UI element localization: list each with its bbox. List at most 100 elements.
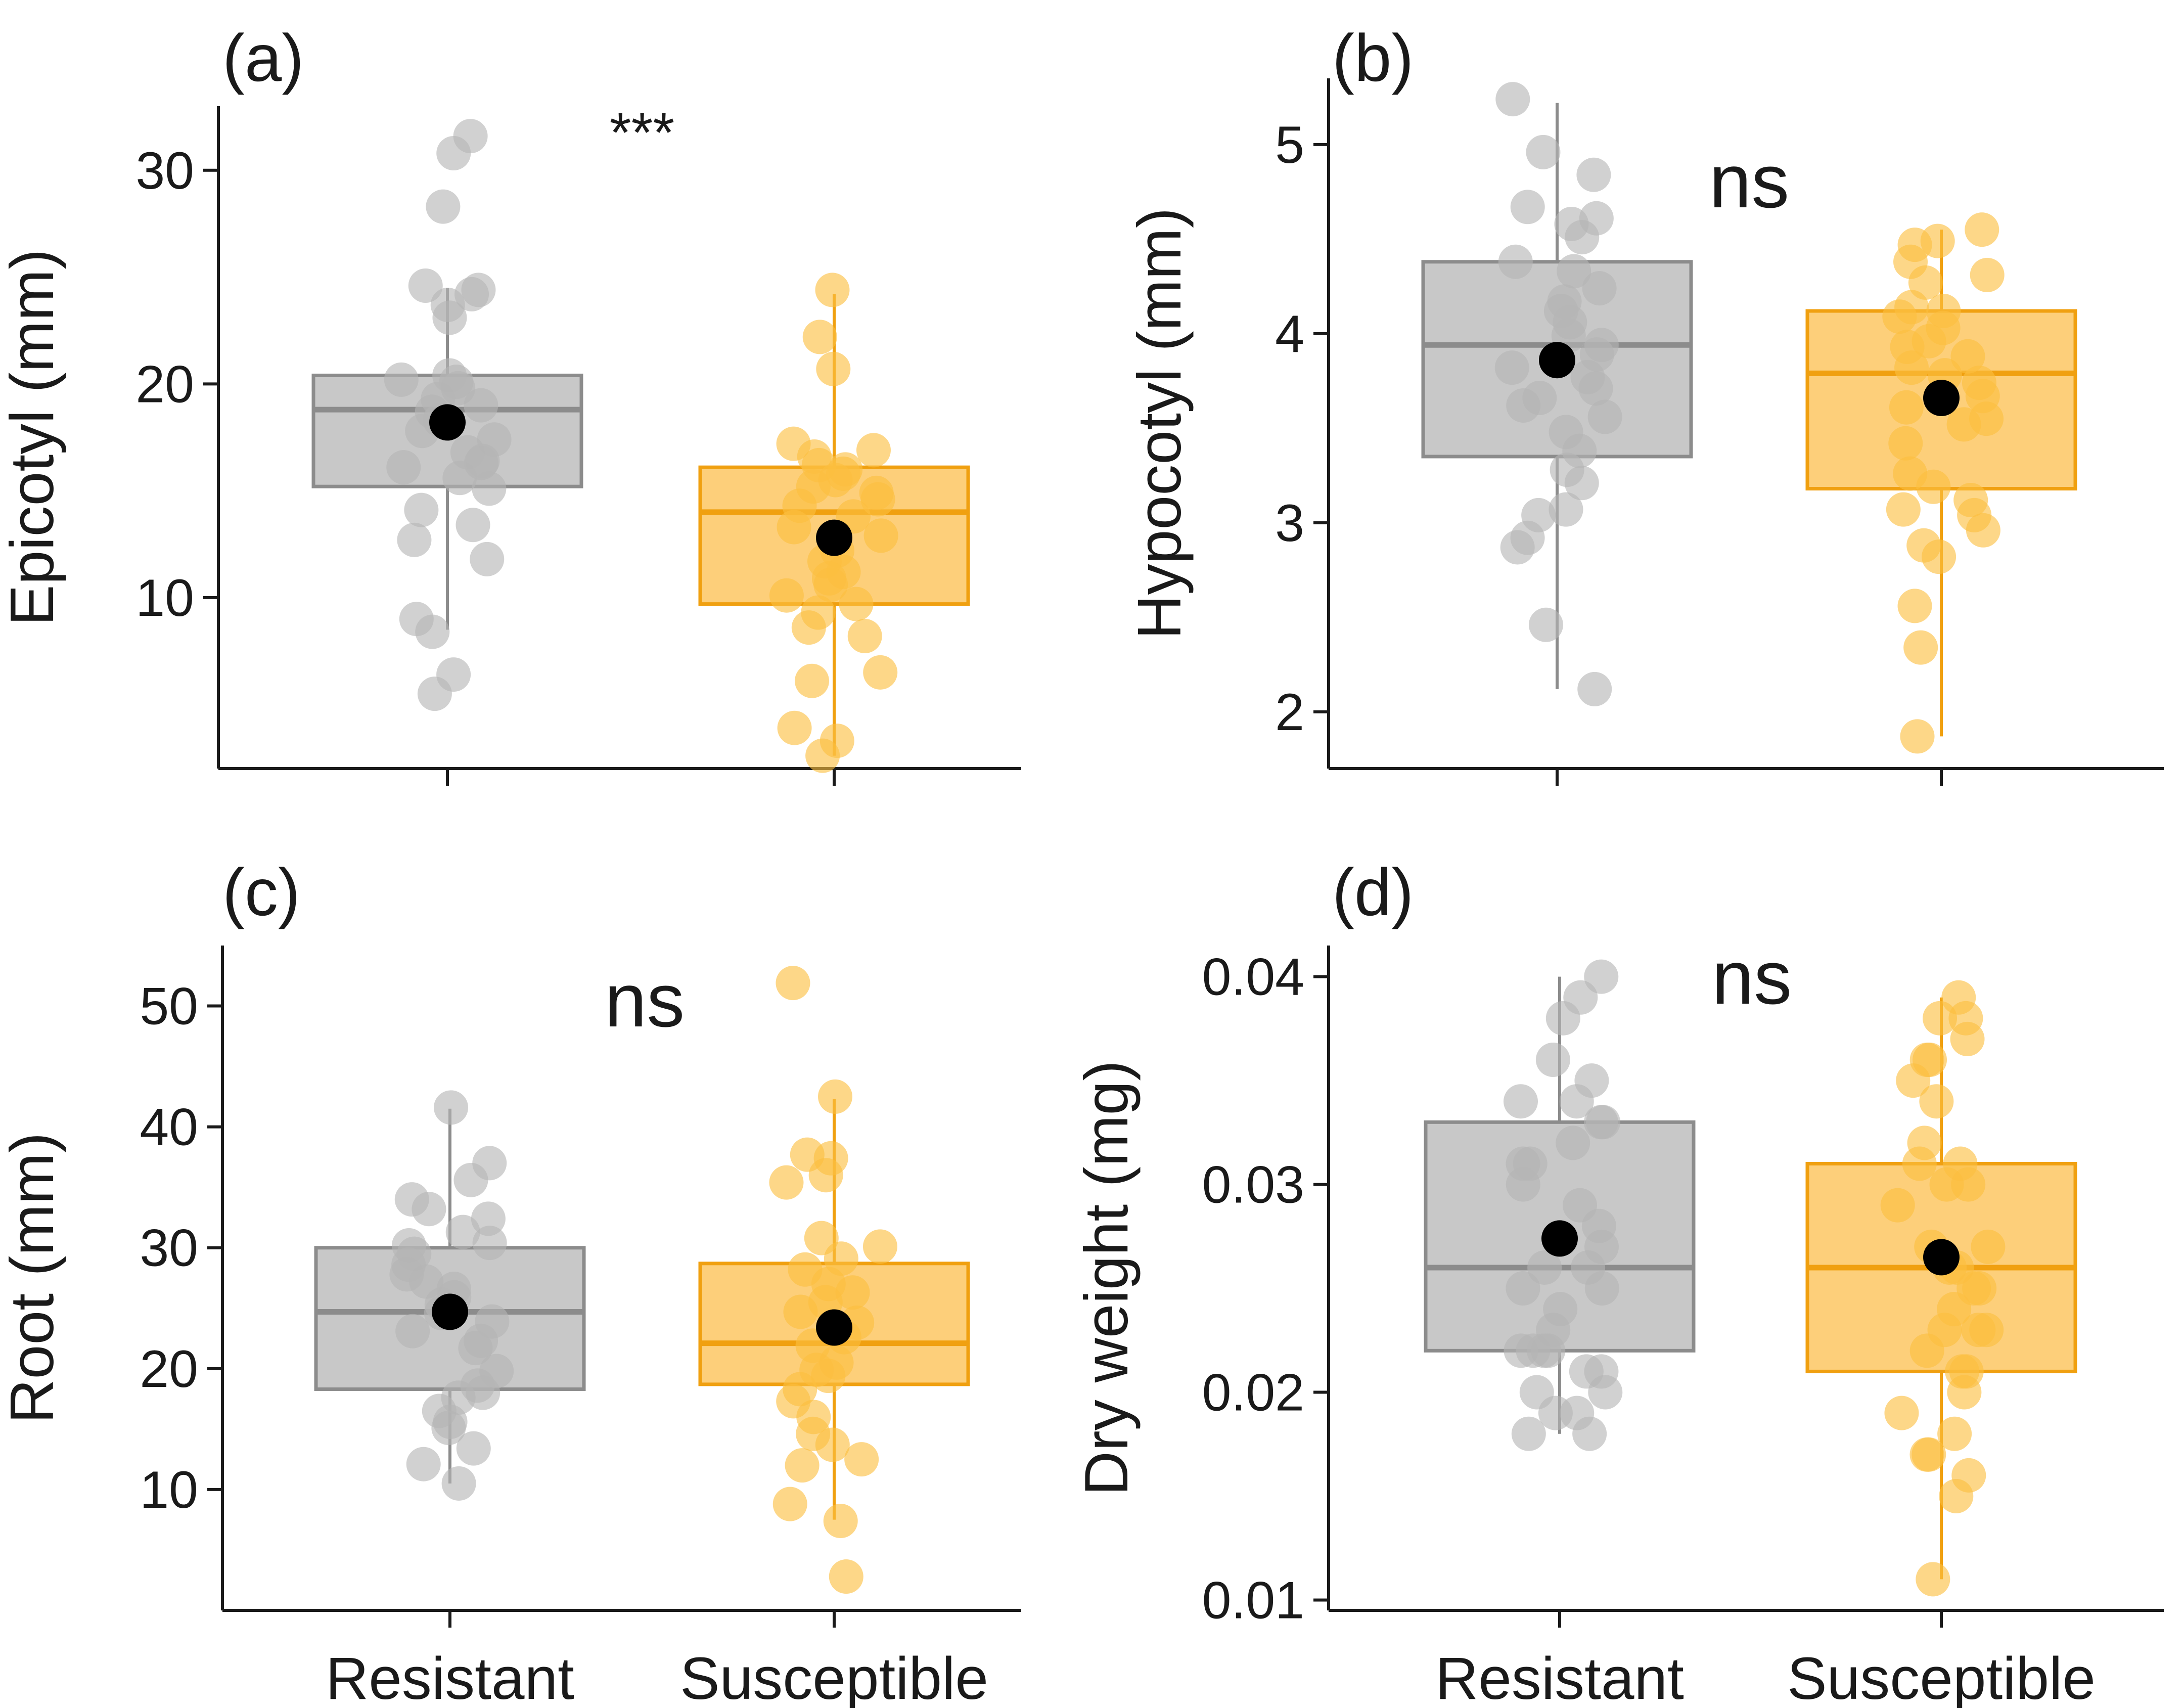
- data-point: [1526, 134, 1561, 169]
- data-point: [1576, 157, 1611, 192]
- data-point: [802, 320, 837, 354]
- group-susceptible: [698, 966, 970, 1594]
- panel-label: (d): [1332, 855, 1414, 929]
- data-point: [1950, 1021, 1985, 1056]
- data-point: [1527, 1250, 1562, 1285]
- data-point: [442, 461, 477, 496]
- data-point: [1894, 350, 1929, 385]
- data-point: [1880, 1188, 1915, 1223]
- y-tick-label: 30: [135, 142, 194, 200]
- y-tick-label: 4: [1275, 305, 1304, 364]
- mean-point: [432, 1293, 468, 1330]
- data-point: [1922, 540, 1956, 574]
- data-point: [829, 1559, 863, 1594]
- mean-point: [429, 404, 466, 441]
- mean-point: [816, 1309, 852, 1346]
- y-tick-label: 20: [135, 355, 194, 414]
- data-point: [1583, 1105, 1618, 1140]
- data-point: [817, 1079, 852, 1114]
- y-tick-label: 10: [140, 1461, 198, 1519]
- data-point: [808, 1158, 843, 1193]
- data-point: [1577, 671, 1612, 706]
- data-point: [1556, 1126, 1590, 1160]
- x-tick-label-resistant: Resistant: [1435, 1645, 1684, 1708]
- x-tick-label-susceptible: Susceptible: [680, 1645, 988, 1708]
- mean-point: [1539, 342, 1575, 379]
- significance-label: ns: [1712, 935, 1792, 1020]
- y-tick-label: 0.03: [1202, 1156, 1304, 1215]
- data-point: [1557, 254, 1591, 289]
- data-point: [1559, 1084, 1594, 1119]
- data-point: [1903, 630, 1938, 665]
- mean-point: [816, 519, 852, 556]
- data-point: [1495, 82, 1530, 117]
- data-point: [777, 510, 811, 545]
- data-point: [783, 1294, 818, 1329]
- group-susceptible: [1805, 980, 2077, 1597]
- data-point: [426, 189, 461, 224]
- data-point: [1962, 1271, 1997, 1306]
- data-point: [415, 614, 450, 649]
- data-point: [1506, 1167, 1540, 1202]
- y-tick-label: 2: [1275, 683, 1304, 742]
- data-point: [1587, 399, 1622, 434]
- data-point: [1947, 1375, 1982, 1410]
- data-point: [397, 522, 432, 557]
- panel-c: 10 20 30 40 50 Resistant Susceptible Root (mm) (…: [0, 855, 1021, 1708]
- data-point: [1929, 1167, 1964, 1202]
- data-point: [472, 471, 507, 506]
- data-point: [1511, 1416, 1546, 1451]
- data-point: [1886, 492, 1921, 527]
- data-point: [1884, 1396, 1919, 1430]
- panel-b: 2 3 4 5 Hypocotyl (mm) (b) ns: [1125, 21, 2164, 786]
- data-point: [777, 710, 812, 745]
- data-point: [1897, 589, 1932, 623]
- data-point: [1588, 1375, 1623, 1410]
- data-point: [434, 1090, 469, 1125]
- data-point: [431, 1410, 466, 1445]
- significance-label: ns: [1709, 139, 1789, 223]
- data-point: [1888, 426, 1923, 461]
- data-point: [1503, 1084, 1538, 1119]
- data-point: [1946, 407, 1981, 442]
- data-point: [1902, 1146, 1937, 1181]
- data-point: [1923, 1001, 1958, 1036]
- data-point: [417, 677, 452, 711]
- panel-label: (b): [1332, 21, 1414, 95]
- data-point: [776, 966, 810, 1001]
- data-point: [863, 655, 898, 690]
- data-point: [1965, 212, 1999, 247]
- data-point: [856, 433, 891, 468]
- group-resistant: [1421, 82, 1693, 706]
- y-tick-label: 0.01: [1202, 1571, 1304, 1630]
- data-point: [769, 1165, 804, 1200]
- data-point: [1950, 339, 1985, 374]
- y-axis-title: Dry weight (mg): [1072, 1060, 1141, 1496]
- y-tick-label: 5: [1275, 116, 1304, 174]
- data-point: [1916, 1562, 1950, 1597]
- data-point: [1506, 388, 1541, 423]
- data-point: [1510, 190, 1545, 224]
- data-point: [862, 1229, 897, 1264]
- data-point: [412, 1192, 446, 1227]
- data-point: [795, 663, 830, 698]
- y-axis-title: Hypocotyl (mm): [1125, 207, 1194, 639]
- data-point: [772, 1487, 807, 1521]
- group-susceptible: [698, 273, 970, 773]
- y-tick-label: 10: [135, 569, 194, 627]
- data-point: [835, 1275, 870, 1310]
- y-tick-label: 20: [140, 1340, 198, 1399]
- data-point: [813, 567, 848, 602]
- panel-d: 0.01 0.02 0.03 0.04 Resistant Susceptible Dry …: [1072, 855, 2164, 1708]
- data-point: [1545, 1001, 1580, 1036]
- data-point: [386, 450, 421, 485]
- significance-label: ***: [610, 102, 674, 164]
- data-point: [406, 1447, 441, 1481]
- data-point: [824, 1241, 858, 1276]
- data-point: [441, 1466, 476, 1501]
- y-tick-label: 40: [140, 1098, 198, 1157]
- data-point: [844, 1442, 879, 1477]
- data-point: [1500, 530, 1535, 565]
- y-tick-label: 0.04: [1202, 948, 1304, 1007]
- data-point: [1889, 390, 1924, 425]
